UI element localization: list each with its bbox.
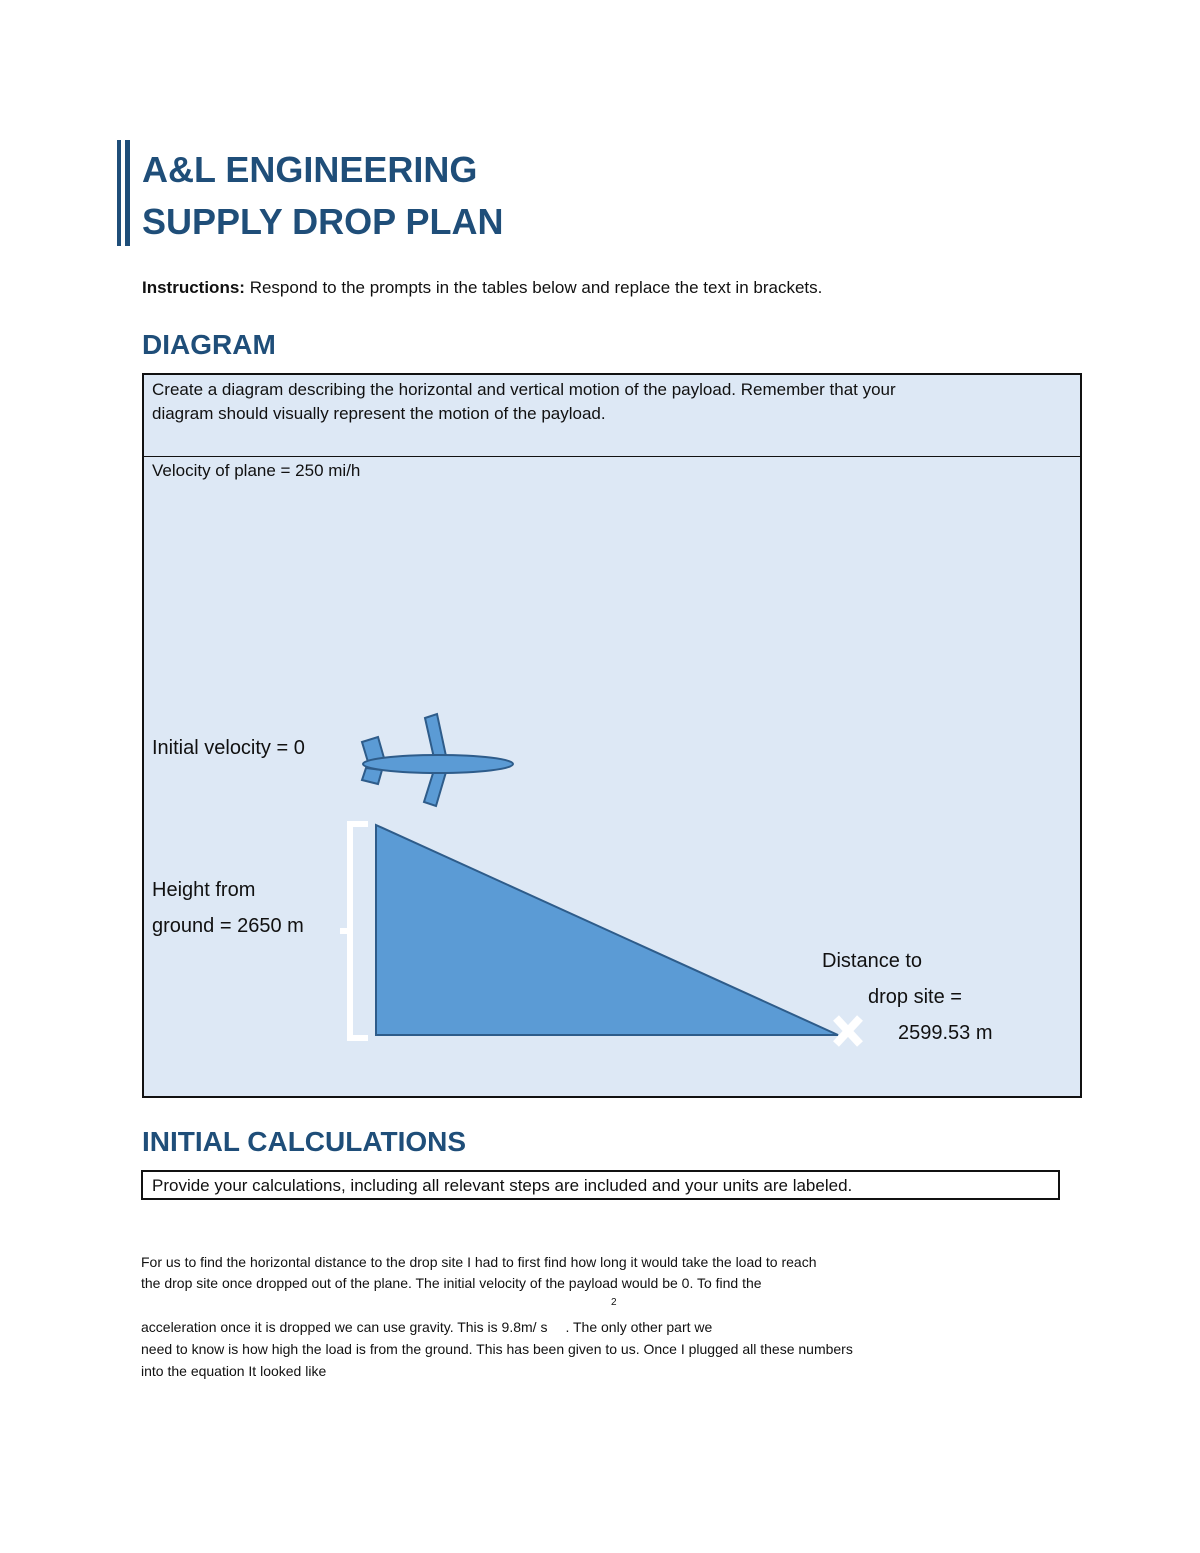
- text: acceleration once it is dropped we can u…: [141, 1319, 548, 1335]
- height-bracket: [340, 821, 368, 1041]
- velocity: Velocity of plane = 250 mi/h: [152, 461, 361, 480]
- prompt: Provide your calculations, including all…: [152, 1176, 853, 1195]
- section-heading: DIAGRAM: [142, 329, 276, 360]
- prompt: Create a diagram describing the horizont…: [152, 380, 896, 399]
- paragraph-line: need to know is how high the load is fro…: [141, 1341, 853, 1357]
- plane: [360, 712, 514, 808]
- paragraph-line: For us to find the horizontal distance t…: [141, 1254, 817, 1270]
- exponent: 2: [611, 1297, 617, 1308]
- label: Height from: [152, 879, 256, 901]
- label: drop site =: [868, 986, 962, 1008]
- paragraph-line: into the equation It looked like: [141, 1363, 327, 1379]
- title: SUPPLY DROP PLAN: [142, 201, 504, 242]
- label: Distance to: [822, 950, 923, 972]
- instructions-text: Respond to the prompts in the tables bel…: [249, 278, 823, 297]
- section-heading: INITIAL CALCULATIONS: [142, 1126, 467, 1157]
- label: Initial velocity = 0: [152, 737, 305, 759]
- instructions: Instructions: Respond to the prompts in …: [142, 279, 822, 296]
- title-bar: [125, 140, 130, 246]
- trajectory-triangle: [375, 823, 839, 1036]
- divider: [143, 456, 1080, 457]
- text: . The only other part we: [565, 1319, 713, 1335]
- title-bar: [117, 140, 121, 246]
- instructions-label: Instructions:: [142, 278, 245, 297]
- paragraph-line: the drop site once dropped out of the pl…: [141, 1275, 762, 1291]
- label: 2599.53 m: [898, 1022, 993, 1044]
- label: ground = 2650 m: [152, 915, 304, 937]
- drop-mark: [833, 1015, 863, 1047]
- prompt: diagram should visually represent the mo…: [152, 404, 606, 423]
- paragraph-line: acceleration once it is dropped we can u…: [141, 1320, 712, 1334]
- title: A&L ENGINEERING: [142, 149, 478, 190]
- prompt-box: [141, 1170, 1060, 1200]
